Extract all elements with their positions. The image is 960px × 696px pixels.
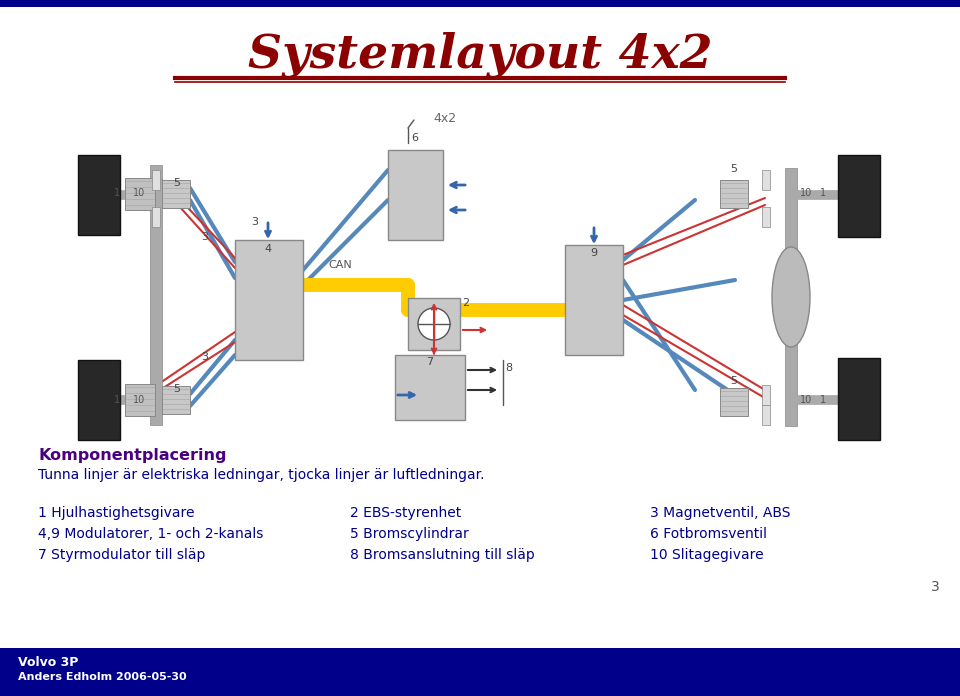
Text: 10: 10 — [133, 395, 145, 405]
Bar — [125, 384, 155, 416]
Bar — [395, 355, 465, 420]
Text: 1: 1 — [114, 188, 120, 198]
Text: CAN: CAN — [328, 260, 352, 270]
Bar — [152, 207, 160, 227]
Bar — [150, 165, 162, 425]
Bar — [0, 648, 960, 696]
Bar — [762, 385, 770, 405]
Bar — [720, 180, 748, 208]
Text: Volvo 3P: Volvo 3P — [18, 656, 79, 669]
Bar — [762, 207, 770, 227]
Text: 6: 6 — [412, 133, 419, 143]
Text: 7 Styrmodulator till släp: 7 Styrmodulator till släp — [38, 548, 205, 562]
Text: 8: 8 — [505, 363, 512, 373]
Text: 10 Slitagegivare: 10 Slitagegivare — [650, 548, 763, 562]
Text: 2: 2 — [462, 298, 469, 308]
Text: 6 Fotbromsventil: 6 Fotbromsventil — [650, 527, 767, 541]
Text: 4,9 Modulatorer, 1- och 2-kanals: 4,9 Modulatorer, 1- och 2-kanals — [38, 527, 263, 541]
Text: Komponentplacering: Komponentplacering — [38, 448, 227, 463]
Text: 4: 4 — [264, 244, 272, 254]
Bar — [162, 180, 190, 208]
Bar — [0, 0, 960, 7]
Text: 1: 1 — [820, 188, 827, 198]
Bar — [388, 150, 443, 240]
Text: 3: 3 — [202, 232, 208, 242]
Text: 5 Bromscylindrar: 5 Bromscylindrar — [350, 527, 468, 541]
Text: 3: 3 — [251, 217, 258, 227]
Text: 10: 10 — [800, 395, 812, 405]
Text: 3: 3 — [202, 352, 208, 362]
Bar — [762, 170, 770, 190]
Bar — [162, 386, 190, 414]
Bar — [838, 358, 880, 440]
Text: Tunna linjer är elektriska ledningar, tjocka linjer är luftledningar.: Tunna linjer är elektriska ledningar, tj… — [38, 468, 485, 482]
Bar — [408, 298, 460, 350]
Text: 3 Magnetventil, ABS: 3 Magnetventil, ABS — [650, 506, 790, 520]
Text: 1: 1 — [820, 395, 827, 405]
Text: 9: 9 — [590, 248, 597, 258]
Text: 5: 5 — [731, 164, 737, 174]
Text: Anders Edholm 2006-05-30: Anders Edholm 2006-05-30 — [18, 672, 186, 682]
Text: 5: 5 — [174, 384, 180, 394]
Text: 8 Bromsanslutning till släp: 8 Bromsanslutning till släp — [350, 548, 535, 562]
Text: 5: 5 — [174, 178, 180, 188]
Text: 7: 7 — [426, 357, 434, 367]
Text: 1 Hjulhastighetsgivare: 1 Hjulhastighetsgivare — [38, 506, 195, 520]
Bar — [565, 245, 623, 355]
Text: 5: 5 — [731, 376, 737, 386]
Text: 2 EBS-styrenhet: 2 EBS-styrenhet — [350, 506, 461, 520]
Text: 10: 10 — [800, 188, 812, 198]
Bar — [838, 155, 880, 237]
Bar — [125, 178, 155, 210]
Text: Systemlayout 4x2: Systemlayout 4x2 — [248, 32, 712, 78]
Bar — [78, 155, 120, 235]
Text: 3: 3 — [931, 580, 940, 594]
Text: 1: 1 — [114, 395, 120, 405]
Bar — [762, 405, 770, 425]
Bar — [78, 360, 120, 440]
Bar — [720, 388, 748, 416]
Text: 4x2: 4x2 — [433, 112, 457, 125]
Bar — [152, 170, 160, 190]
Circle shape — [418, 308, 450, 340]
Ellipse shape — [772, 247, 810, 347]
Bar — [785, 168, 797, 426]
Text: 10: 10 — [133, 188, 145, 198]
Bar — [235, 240, 303, 360]
